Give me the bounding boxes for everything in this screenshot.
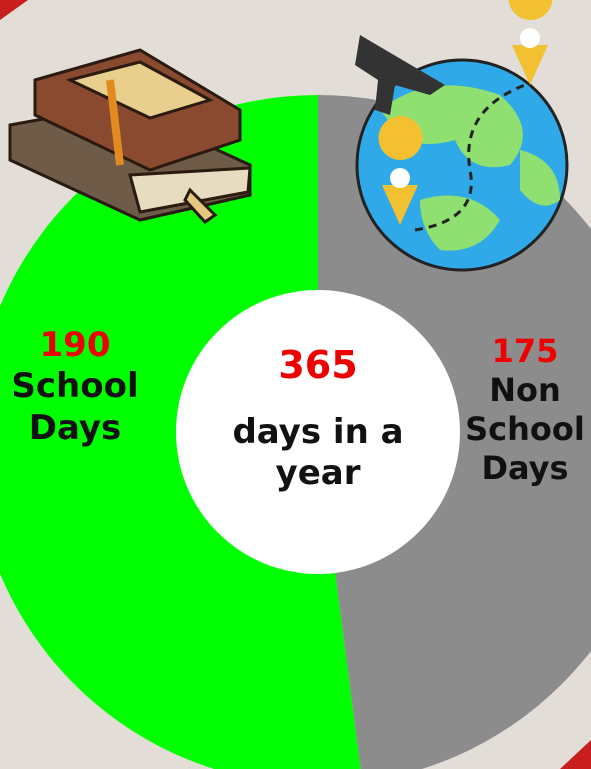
corner-decor: [0, 0, 28, 20]
center-value: 365: [278, 343, 357, 387]
slice-label: 175 Non School Days: [460, 332, 590, 488]
slice-label: 190 School Days: [0, 325, 150, 449]
value-label: 175: [460, 332, 590, 371]
books-icon: [10, 50, 250, 222]
page: 365 days in a year 190 School Days 175 N…: [0, 0, 591, 769]
center-label: days in a year: [230, 412, 406, 495]
corner-decor: [560, 740, 591, 769]
value-label: 190: [0, 325, 150, 366]
category-label: School Days: [10, 366, 140, 449]
category-label: Non School Days: [465, 371, 585, 488]
globe-icon: [355, 0, 567, 270]
